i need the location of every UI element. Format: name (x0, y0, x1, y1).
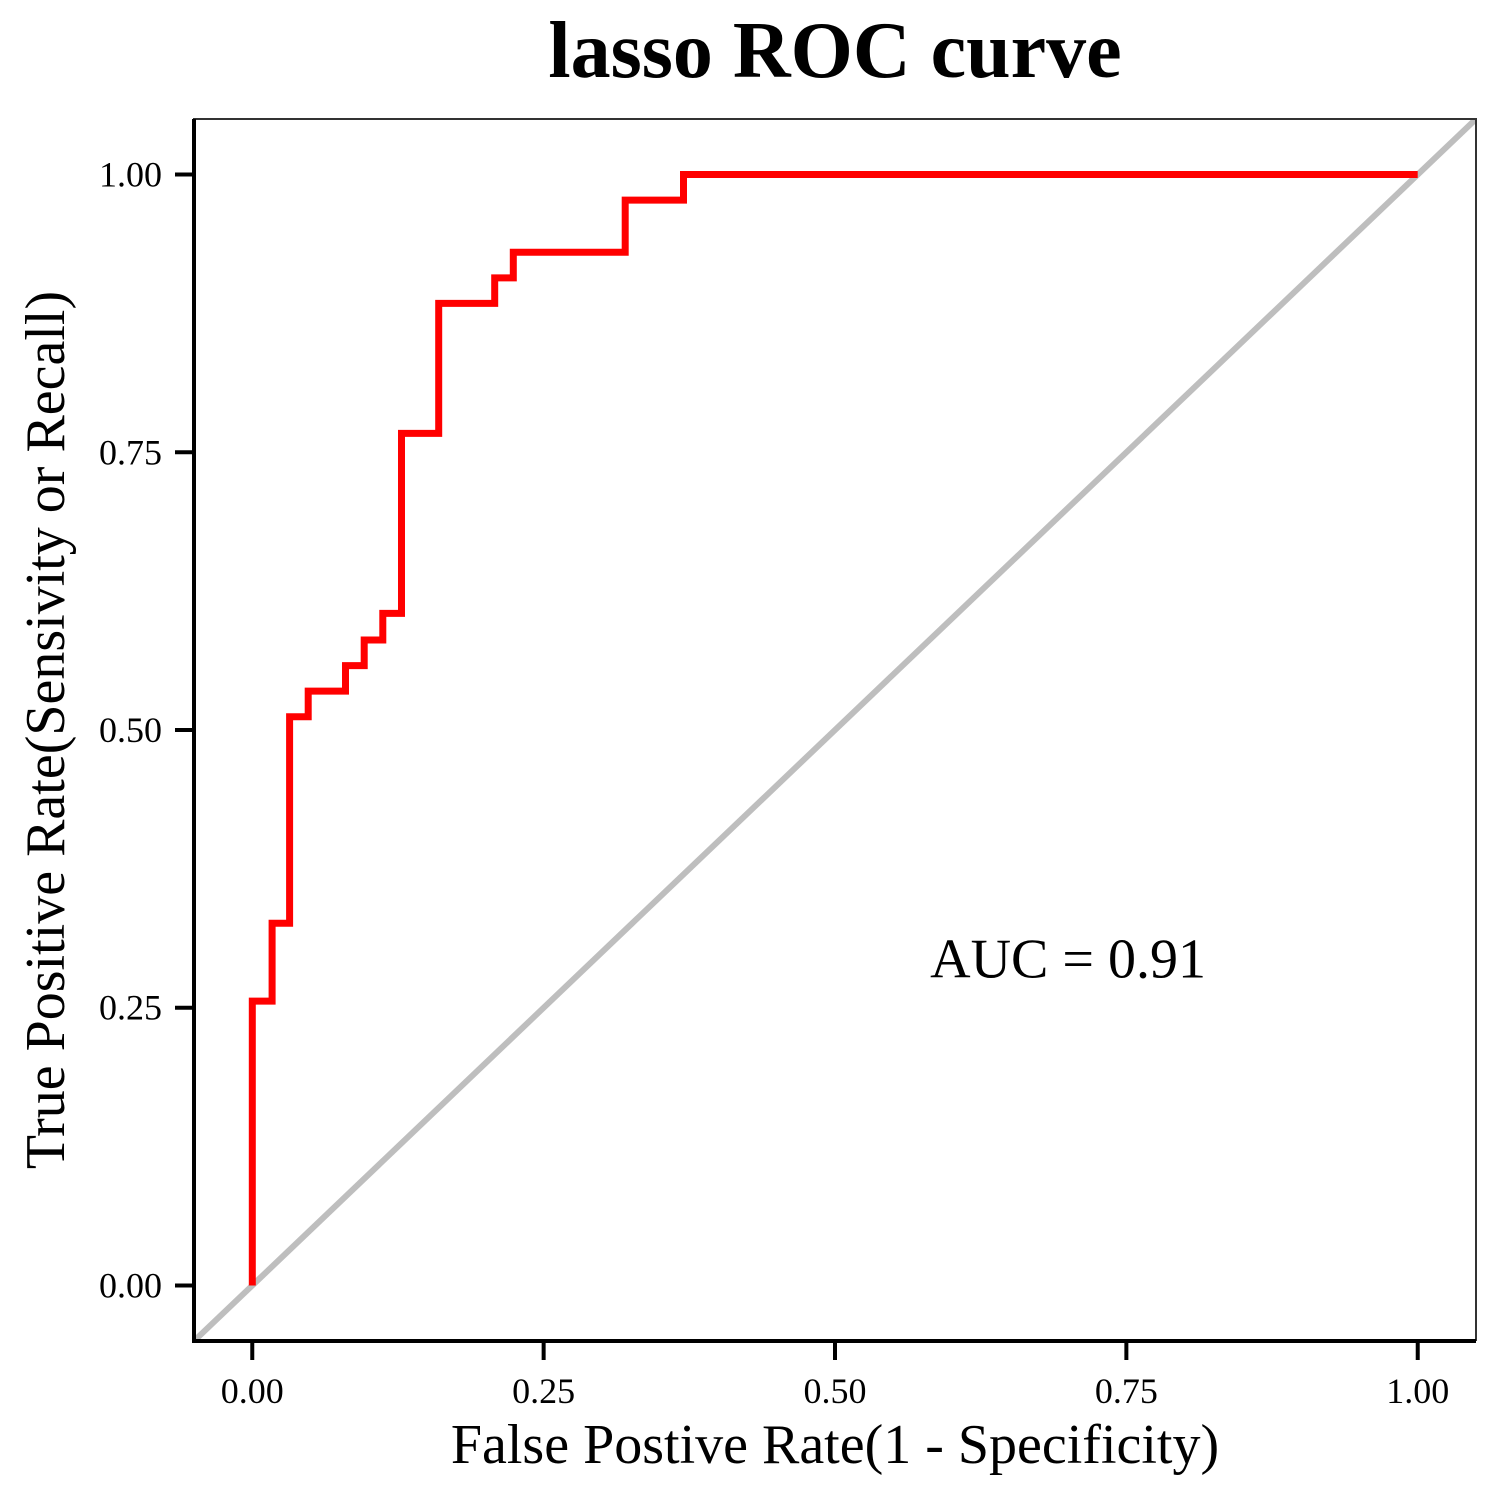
auc-annotation: AUC = 0.91 (930, 929, 1206, 991)
y-tick-label: 1.00 (99, 155, 162, 195)
roc-curve-line (248, 171, 1418, 1286)
diagonal-reference-line (194, 119, 1476, 1341)
x-tick-label: 0.00 (221, 1371, 284, 1411)
y-tick-label: 0.50 (99, 710, 162, 750)
x-axis-label: False Postive Rate(1 - Specificity) (451, 1414, 1219, 1476)
y-tick-label: 0.75 (99, 432, 162, 472)
y-tick-label: 0.25 (99, 988, 162, 1028)
x-tick-label: 0.75 (1095, 1371, 1158, 1411)
x-tick-label: 0.50 (804, 1371, 867, 1411)
y-tick-label: 0.00 (99, 1265, 162, 1305)
y-axis-label: True Positive Rate(Sensivity or Recall) (15, 291, 77, 1169)
x-axis-ticks: 0.00 0.25 0.50 0.75 1.00 (221, 1341, 1449, 1411)
chart-title: lasso ROC curve (548, 7, 1121, 95)
plot-area (194, 119, 1476, 1341)
x-tick-label: 1.00 (1386, 1371, 1449, 1411)
y-axis-ticks: 0.00 0.25 0.50 0.75 1.00 (99, 155, 194, 1305)
x-tick-label: 0.25 (512, 1371, 575, 1411)
